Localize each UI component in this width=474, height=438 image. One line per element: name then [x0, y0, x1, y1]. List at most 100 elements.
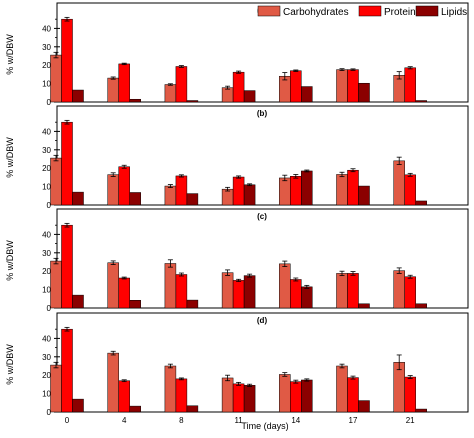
x-axis-title: Time (days): [241, 421, 288, 431]
legend-label-proteins: Proteins: [384, 7, 421, 18]
y-tick-label: 20: [42, 267, 51, 276]
bar-lipids: [415, 200, 427, 206]
panel-label: (c): [257, 212, 267, 221]
y-tick-label: 10: [42, 183, 51, 192]
panel-d: 0 10 20 30 40 % w/DBW (d): [5, 312, 469, 417]
y-axis-title: % w/DBW: [5, 34, 15, 75]
bar-proteins: [404, 67, 416, 103]
bar-carbohydrates: [221, 87, 234, 103]
bar-lipids: [358, 303, 370, 309]
bar-lipids: [243, 90, 256, 103]
bar-proteins: [232, 71, 245, 103]
bar-carbohydrates: [336, 273, 348, 309]
panel-label: (b): [257, 109, 268, 118]
bar-proteins: [347, 273, 359, 309]
bar-lipids: [243, 385, 256, 413]
bar-proteins: [175, 66, 188, 103]
bar-carbohydrates: [336, 69, 348, 103]
bar-carbohydrates: [279, 374, 291, 413]
bar-proteins: [232, 383, 245, 413]
y-tick-label: 40: [42, 334, 51, 343]
legend-label-carbohydrates: Carbohydrates: [283, 7, 349, 18]
bar-lipids: [72, 89, 84, 103]
bar-carbohydrates: [279, 177, 291, 206]
bar-lipids: [243, 275, 256, 309]
y-axis-title: % w/DBW: [5, 137, 15, 178]
bar-lipids: [301, 170, 313, 206]
bar-proteins: [232, 176, 245, 206]
bar-carbohydrates: [50, 260, 62, 309]
bar-carbohydrates: [393, 270, 405, 309]
y-tick-label: 10: [42, 286, 51, 295]
bar-carbohydrates: [393, 160, 405, 206]
bar-lipids: [415, 408, 427, 413]
y-tick-label: 0: [47, 304, 52, 313]
bar-lipids: [358, 400, 370, 413]
bar-proteins: [347, 69, 359, 103]
legend-label-lipids: Lipids: [441, 7, 467, 18]
y-axis-title: % w/DBW: [5, 344, 15, 385]
y-tick-label: 40: [42, 127, 51, 136]
bar-lipids: [186, 405, 199, 413]
bar-carbohydrates: [164, 263, 177, 309]
bar-carbohydrates: [50, 157, 62, 206]
bar-lipids: [72, 191, 84, 206]
y-tick-label: 30: [42, 353, 51, 362]
bar-proteins: [175, 274, 188, 309]
bar-lipids: [129, 98, 141, 103]
bar-carbohydrates: [164, 185, 177, 206]
bar-proteins: [61, 18, 73, 103]
bar-proteins: [404, 174, 416, 206]
y-tick-label: 40: [42, 24, 51, 33]
bar-lipids: [186, 193, 199, 206]
panel-c: 0 10 20 30 40 % w/DBW (c): [5, 208, 469, 313]
bar-proteins: [61, 224, 73, 309]
bar-carbohydrates: [221, 272, 234, 309]
bar-proteins: [118, 166, 130, 206]
bar-lipids: [415, 100, 427, 103]
bar-proteins: [118, 63, 130, 103]
y-tick-label: 30: [42, 249, 51, 258]
y-tick-label: 20: [42, 61, 51, 70]
bar-proteins: [347, 169, 359, 206]
bar-lipids: [243, 184, 256, 206]
legend: Carbohydrates Proteins Lipids: [257, 5, 467, 18]
bar-lipids: [301, 286, 313, 309]
bar-carbohydrates: [107, 352, 119, 413]
bar-proteins: [347, 377, 359, 413]
bar-proteins: [290, 279, 302, 309]
bar-lipids: [186, 100, 199, 103]
y-tick-label: 20: [42, 164, 51, 173]
bar-lipids: [186, 299, 199, 309]
bar-proteins: [175, 175, 188, 206]
bar-proteins: [175, 378, 188, 413]
y-tick-label: 0: [47, 201, 52, 210]
bar-proteins: [61, 121, 73, 206]
bar-carbohydrates: [336, 174, 348, 206]
bar-proteins: [232, 280, 245, 309]
bar-carbohydrates: [107, 262, 119, 309]
y-axis-title: % w/DBW: [5, 240, 15, 281]
y-tick-label: 0: [47, 408, 52, 417]
legend-swatch-carbohydrates: [257, 5, 281, 17]
bar-carbohydrates: [50, 364, 62, 413]
bar-proteins: [290, 381, 302, 413]
legend-swatch-proteins: [358, 5, 382, 17]
bar-proteins: [118, 277, 130, 309]
legend-swatch-lipids: [415, 5, 439, 17]
y-tick-label: 30: [42, 43, 51, 52]
bar-carbohydrates: [50, 54, 62, 103]
bar-proteins: [404, 376, 416, 413]
bar-lipids: [72, 398, 84, 413]
x-tick-label: 14: [291, 416, 300, 425]
bar-lipids: [358, 185, 370, 206]
bar-lipids: [129, 300, 141, 309]
x-tick-label: 21: [406, 416, 415, 425]
bar-carbohydrates: [221, 188, 234, 206]
bar-carbohydrates: [107, 77, 119, 103]
bar-carbohydrates: [279, 263, 291, 309]
bar-proteins: [290, 176, 302, 206]
bar-proteins: [61, 328, 73, 413]
